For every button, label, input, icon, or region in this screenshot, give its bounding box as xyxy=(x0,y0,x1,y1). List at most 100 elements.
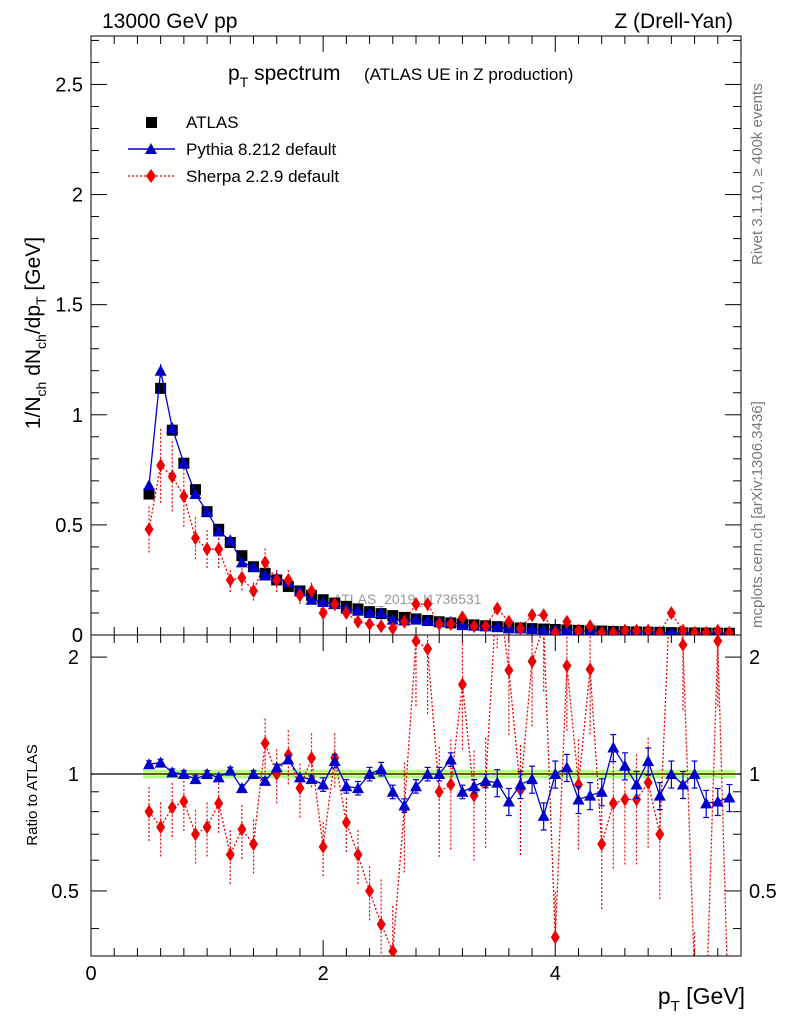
sherpa-ratio-point xyxy=(318,839,328,854)
y-tick-label: 1.5 xyxy=(55,295,83,317)
legend-label-sherpa: Sherpa 2.2.9 default xyxy=(186,167,339,186)
ratio-y-tick-label-right: 0.5 xyxy=(749,881,777,903)
sherpa-ratio-point xyxy=(214,796,224,811)
sherpa-point xyxy=(492,601,502,616)
sherpa-point xyxy=(353,614,363,629)
sherpa-point xyxy=(179,489,189,504)
pythia-ratio-point xyxy=(456,785,469,797)
pythia-point xyxy=(201,505,214,517)
ratio-panel-frame xyxy=(90,634,742,957)
pythia-point xyxy=(154,364,167,376)
sherpa-point xyxy=(643,623,653,635)
sherpa-point xyxy=(307,583,317,598)
sherpa-point xyxy=(260,555,270,570)
atlas-data-point xyxy=(236,550,248,562)
sherpa-ratio-point xyxy=(202,820,212,835)
atlas-data-point xyxy=(155,382,167,394)
pythia-point xyxy=(305,593,318,605)
sherpa-point xyxy=(550,625,560,635)
pythia-ratio-point xyxy=(653,789,666,801)
sherpa-point xyxy=(585,619,595,634)
sherpa-point xyxy=(527,608,537,623)
ratio-y-axis-label: Ratio to ATLAS xyxy=(24,744,41,845)
y-tick-label: 2 xyxy=(72,185,83,207)
ratio-y-tick-label: 2 xyxy=(68,647,79,669)
legend-marker-sherpa xyxy=(146,169,156,183)
pythia-point xyxy=(421,614,434,626)
sherpa-point xyxy=(562,614,572,629)
pythia-ratio-point xyxy=(618,759,631,771)
sherpa-ratio-point xyxy=(690,970,699,984)
pythia-ratio-point xyxy=(410,780,422,792)
sherpa-ratio-point xyxy=(678,637,688,652)
sherpa-ratio-point xyxy=(434,784,444,799)
sherpa-ratio-point xyxy=(597,837,607,852)
pythia-point xyxy=(166,421,179,433)
pythia-ratio-point xyxy=(143,758,156,770)
pythia-ratio-point xyxy=(491,776,504,788)
sherpa-point xyxy=(249,583,258,598)
pythia-point xyxy=(259,569,272,581)
plot-title-rest: spectrum xyxy=(248,62,340,85)
sherpa-point xyxy=(608,625,618,635)
sherpa-ratio-point xyxy=(423,641,433,656)
sherpa-point xyxy=(434,616,444,631)
sherpa-ratio-point xyxy=(527,654,537,669)
sherpa-ratio-point xyxy=(237,822,247,837)
pythia-ratio-point xyxy=(688,768,701,780)
sherpa-point xyxy=(341,605,351,620)
sherpa-ratio-point xyxy=(632,792,642,807)
pythia-ratio-line xyxy=(148,745,730,819)
pythia-ratio-point xyxy=(201,768,214,780)
pythia-ratio-point xyxy=(421,768,434,780)
sherpa-ratio-point xyxy=(341,815,351,830)
sherpa-ratio-point xyxy=(307,750,317,765)
sherpa-ratio-point xyxy=(388,944,398,956)
sherpa-point xyxy=(388,621,398,635)
sherpa-ratio-point xyxy=(562,658,572,673)
sherpa-ratio-point xyxy=(365,883,375,898)
sherpa-point xyxy=(620,623,630,635)
pythia-point xyxy=(456,619,469,631)
pythia-point xyxy=(212,525,225,537)
sherpa-ratio-point xyxy=(713,635,723,649)
sherpa-point xyxy=(724,625,734,635)
pythia-ratio-point xyxy=(235,782,248,794)
sherpa-point xyxy=(666,605,676,620)
sherpa-ratio-point xyxy=(469,788,479,803)
sherpa-point xyxy=(167,469,177,484)
pythia-ratio-point xyxy=(270,761,283,773)
sherpa-ratio-point xyxy=(493,576,502,590)
plot-title-sub: T xyxy=(240,74,249,90)
sherpa-point xyxy=(237,570,247,585)
sherpa-point xyxy=(225,572,235,587)
sherpa-ratio-point xyxy=(550,930,560,945)
analysis-watermark: ATLAS_2019_I1736531 xyxy=(333,591,482,607)
pythia-point xyxy=(386,613,399,625)
sherpa-ratio-point xyxy=(574,777,583,792)
x-tick-label: 0 xyxy=(85,963,96,985)
legend: ATLAS Pythia 8.212 default Sherpa 2.2.9 … xyxy=(128,113,339,186)
sherpa-point xyxy=(144,522,154,537)
pythia-ratio-point xyxy=(363,768,376,780)
sherpa-ratio-point xyxy=(457,677,467,692)
sherpa-point xyxy=(411,597,421,612)
pythia-ratio-point xyxy=(537,809,550,821)
pythia-ratio-point xyxy=(340,780,353,792)
sherpa-point xyxy=(515,621,525,635)
pythia-ratio-point xyxy=(444,753,457,765)
y-tick-label: 0 xyxy=(72,625,83,647)
atlas-data-point xyxy=(143,488,155,500)
pythia-ratio-point xyxy=(468,780,481,792)
sherpa-point xyxy=(272,572,282,587)
sherpa-ratio-point xyxy=(446,777,456,792)
sherpa-point xyxy=(632,623,642,635)
pythia-ratio-point xyxy=(189,773,202,785)
pythia-ratio-point xyxy=(584,789,597,801)
y-tick-label: 0.5 xyxy=(55,515,83,537)
sherpa-ratio-line xyxy=(148,635,728,956)
plot-title: pT spectrum xyxy=(228,62,340,90)
pythia-ratio-point xyxy=(259,774,272,786)
sherpa-ratio-point xyxy=(260,736,270,751)
